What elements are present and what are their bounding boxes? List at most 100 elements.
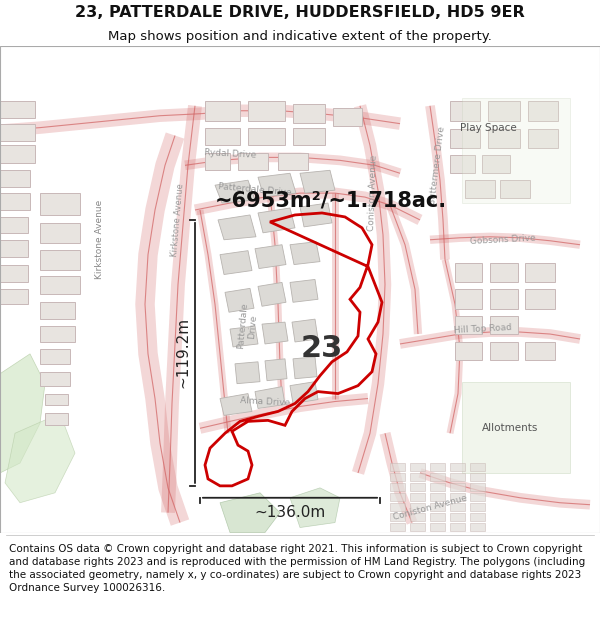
Polygon shape (465, 180, 495, 198)
Polygon shape (470, 463, 485, 471)
Polygon shape (470, 483, 485, 491)
Polygon shape (455, 262, 482, 282)
Polygon shape (390, 503, 405, 511)
Polygon shape (0, 240, 28, 257)
Text: Patterdale Drive: Patterdale Drive (218, 182, 292, 198)
Polygon shape (410, 473, 425, 481)
Polygon shape (450, 463, 465, 471)
Polygon shape (0, 264, 28, 282)
Polygon shape (255, 387, 285, 409)
Text: Rydal Drive: Rydal Drive (204, 148, 256, 159)
Polygon shape (450, 522, 465, 531)
Polygon shape (0, 146, 35, 163)
Polygon shape (0, 289, 28, 304)
Polygon shape (290, 242, 320, 264)
Polygon shape (390, 532, 405, 541)
Text: Play Space: Play Space (460, 122, 517, 132)
Polygon shape (225, 288, 254, 312)
Polygon shape (248, 101, 285, 121)
Polygon shape (40, 302, 75, 319)
Polygon shape (40, 276, 80, 294)
Polygon shape (410, 492, 425, 501)
Polygon shape (410, 483, 425, 491)
Polygon shape (390, 522, 405, 531)
Polygon shape (528, 101, 558, 121)
Polygon shape (205, 153, 230, 170)
Polygon shape (450, 101, 480, 121)
Polygon shape (0, 354, 45, 473)
Polygon shape (258, 282, 286, 306)
Polygon shape (450, 503, 465, 511)
Text: ~136.0m: ~136.0m (254, 505, 326, 520)
Polygon shape (525, 289, 555, 309)
Polygon shape (40, 193, 80, 215)
Text: Contains OS data © Crown copyright and database right 2021. This information is : Contains OS data © Crown copyright and d… (9, 544, 585, 593)
Polygon shape (470, 532, 485, 541)
Text: Buttermere Drive: Buttermere Drive (428, 126, 446, 205)
Polygon shape (455, 316, 482, 334)
Polygon shape (265, 359, 287, 381)
Text: 23: 23 (301, 334, 343, 363)
Polygon shape (410, 503, 425, 511)
Polygon shape (292, 319, 318, 342)
Polygon shape (430, 532, 445, 541)
Text: ~119.2m: ~119.2m (176, 318, 191, 389)
Polygon shape (220, 251, 252, 274)
Polygon shape (390, 473, 405, 481)
Polygon shape (290, 488, 340, 528)
Polygon shape (40, 223, 80, 243)
Polygon shape (455, 342, 482, 360)
Polygon shape (0, 101, 35, 118)
Polygon shape (490, 342, 518, 360)
Polygon shape (293, 357, 317, 379)
Text: Patterdale
Drive: Patterdale Drive (236, 302, 260, 350)
Polygon shape (215, 180, 255, 203)
Polygon shape (0, 217, 28, 232)
Polygon shape (220, 492, 280, 532)
Polygon shape (390, 512, 405, 521)
Polygon shape (410, 512, 425, 521)
Polygon shape (462, 382, 570, 473)
Polygon shape (300, 203, 332, 227)
Polygon shape (430, 473, 445, 481)
Polygon shape (220, 394, 252, 416)
Polygon shape (258, 208, 295, 232)
Polygon shape (218, 215, 256, 240)
Polygon shape (333, 107, 362, 126)
Polygon shape (278, 153, 308, 170)
Polygon shape (230, 326, 258, 347)
Polygon shape (410, 532, 425, 541)
Text: Allotments: Allotments (482, 423, 538, 433)
Polygon shape (0, 170, 30, 187)
Polygon shape (430, 503, 445, 511)
Polygon shape (450, 512, 465, 521)
Polygon shape (430, 522, 445, 531)
Text: Kirkstone Avenue: Kirkstone Avenue (170, 182, 185, 257)
Polygon shape (450, 473, 465, 481)
Polygon shape (205, 101, 240, 121)
Polygon shape (255, 245, 286, 269)
Polygon shape (450, 532, 465, 541)
Polygon shape (0, 193, 30, 210)
Polygon shape (450, 129, 480, 149)
Polygon shape (293, 127, 325, 146)
Polygon shape (238, 153, 268, 170)
Polygon shape (45, 413, 68, 426)
Text: Coniston Avenue: Coniston Avenue (392, 494, 468, 522)
Text: Hill Top Road: Hill Top Road (454, 323, 512, 335)
Polygon shape (470, 512, 485, 521)
Polygon shape (450, 492, 465, 501)
Text: Map shows position and indicative extent of the property.: Map shows position and indicative extent… (108, 29, 492, 42)
Polygon shape (525, 262, 555, 282)
Polygon shape (258, 173, 296, 197)
Polygon shape (248, 127, 285, 146)
Polygon shape (450, 156, 475, 173)
Polygon shape (0, 124, 35, 141)
Polygon shape (490, 262, 518, 282)
Text: Kirkstone Avenue: Kirkstone Avenue (95, 200, 104, 279)
Text: ~6953m²/~1.718ac.: ~6953m²/~1.718ac. (215, 190, 447, 210)
Polygon shape (430, 463, 445, 471)
Polygon shape (488, 129, 520, 149)
Polygon shape (290, 279, 318, 302)
Polygon shape (482, 156, 510, 173)
